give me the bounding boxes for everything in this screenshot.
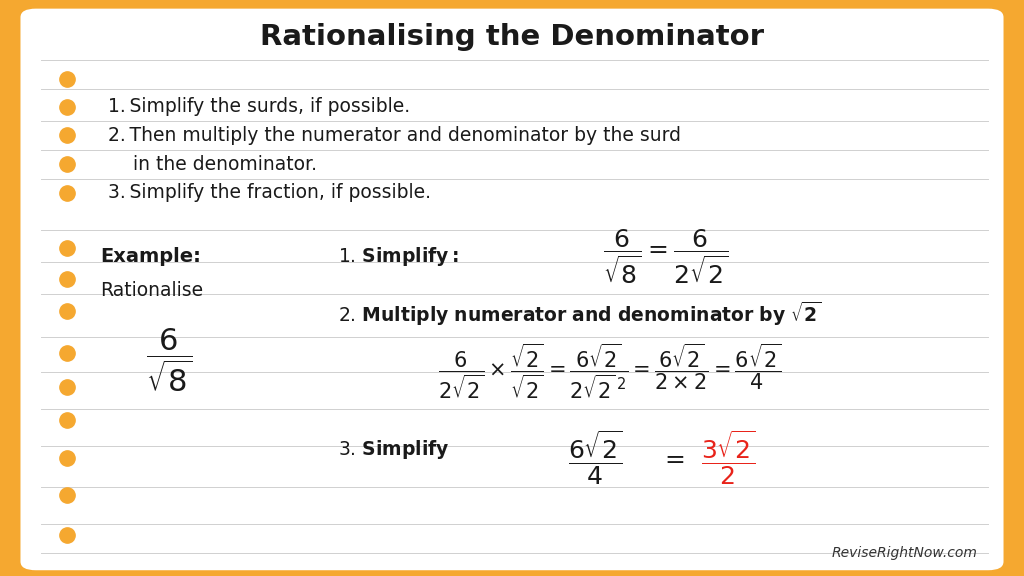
- Text: $\dfrac{3\sqrt{2}}{2}$: $\dfrac{3\sqrt{2}}{2}$: [701, 429, 756, 487]
- Text: 1. Simplify the surds, if possible.: 1. Simplify the surds, if possible.: [108, 97, 410, 116]
- Text: ReviseRightNow.com: ReviseRightNow.com: [833, 546, 978, 560]
- Text: 3. $\mathbf{Simplify}$: 3. $\mathbf{Simplify}$: [338, 438, 450, 461]
- Text: Rationalising the Denominator: Rationalising the Denominator: [260, 24, 764, 51]
- Text: 2. $\mathbf{Multiply\ numerator\ and\ denominator\ by\ \sqrt{2}}$: 2. $\mathbf{Multiply\ numerator\ and\ de…: [338, 300, 821, 328]
- Text: $\dfrac{6}{\sqrt{8}}$: $\dfrac{6}{\sqrt{8}}$: [145, 326, 193, 394]
- FancyBboxPatch shape: [20, 9, 1004, 570]
- Text: Example:: Example:: [100, 247, 202, 266]
- Text: in the denominator.: in the denominator.: [133, 155, 317, 173]
- Text: 1. $\mathbf{Simplify:}$: 1. $\mathbf{Simplify:}$: [338, 245, 459, 268]
- Text: Rationalise: Rationalise: [100, 282, 204, 300]
- Text: $\dfrac{6\sqrt{2}}{4}$: $\dfrac{6\sqrt{2}}{4}$: [568, 429, 623, 487]
- Text: 2. Then multiply the numerator and denominator by the surd: 2. Then multiply the numerator and denom…: [108, 126, 681, 145]
- Text: $\dfrac{6}{2\sqrt{2}} \times \dfrac{\sqrt{2}}{\sqrt{2}} = \dfrac{6\sqrt{2}}{2\sq: $\dfrac{6}{2\sqrt{2}} \times \dfrac{\sqr…: [437, 342, 781, 401]
- Text: $\dfrac{6}{\sqrt{8}} = \dfrac{6}{2\sqrt{2}}$: $\dfrac{6}{\sqrt{8}} = \dfrac{6}{2\sqrt{…: [603, 227, 728, 286]
- Text: $=$: $=$: [660, 446, 686, 470]
- Text: 3. Simplify the fraction, if possible.: 3. Simplify the fraction, if possible.: [108, 184, 430, 202]
